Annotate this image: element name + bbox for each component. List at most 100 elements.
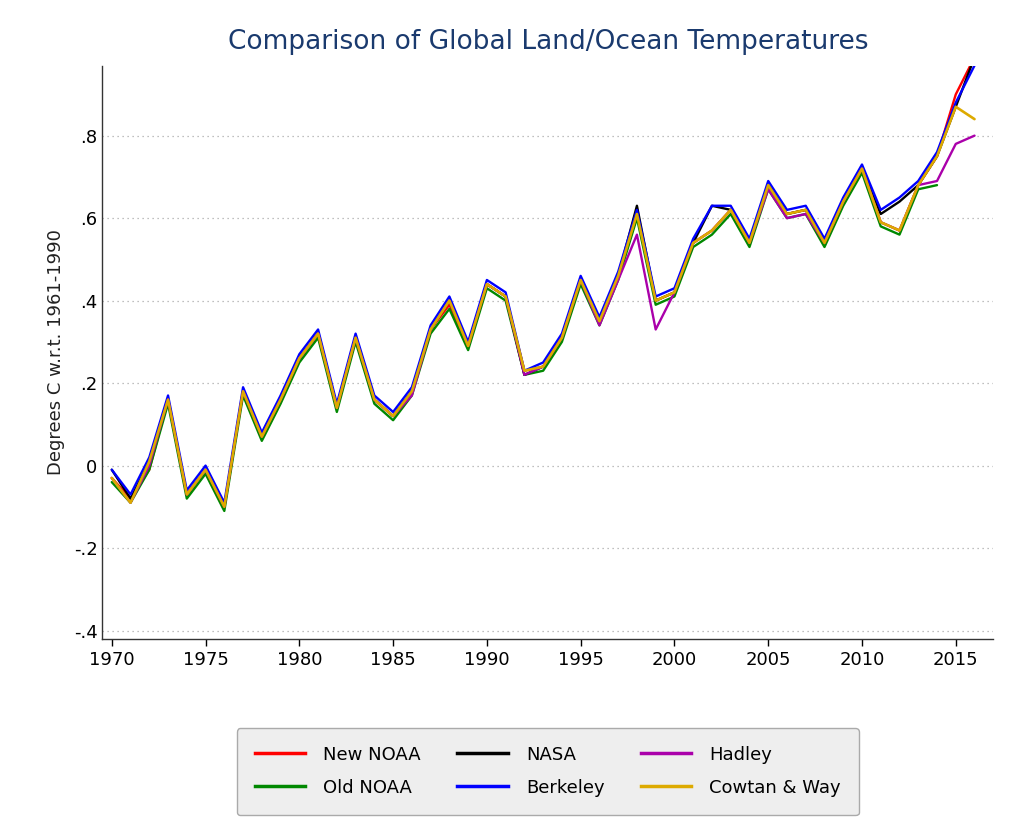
- Cowtan & Way: [556, 333, 568, 342]
- Hadley: [818, 238, 830, 248]
- NASA: [743, 238, 756, 248]
- Berkeley: [462, 337, 474, 346]
- NASA: [274, 395, 287, 405]
- Cowtan & Way: [143, 456, 156, 466]
- NASA: [180, 490, 193, 500]
- NASA: [500, 292, 512, 301]
- NASA: [949, 102, 962, 111]
- Old NOAA: [837, 201, 849, 210]
- Old NOAA: [818, 242, 830, 252]
- Hadley: [612, 275, 625, 285]
- Berkeley: [612, 267, 625, 277]
- New NOAA: [537, 362, 549, 372]
- Old NOAA: [443, 304, 456, 314]
- New NOAA: [143, 465, 156, 475]
- Hadley: [500, 292, 512, 301]
- New NOAA: [406, 387, 418, 396]
- Berkeley: [818, 234, 830, 244]
- Cowtan & Way: [574, 275, 587, 285]
- Hadley: [462, 341, 474, 351]
- Berkeley: [969, 61, 981, 70]
- NASA: [518, 370, 530, 380]
- NASA: [293, 354, 305, 364]
- NASA: [818, 238, 830, 248]
- Cowtan & Way: [949, 102, 962, 111]
- Hadley: [312, 328, 325, 338]
- Old NOAA: [369, 399, 381, 409]
- Hadley: [874, 217, 887, 227]
- New NOAA: [874, 217, 887, 227]
- Cowtan & Way: [331, 403, 343, 413]
- NASA: [669, 287, 681, 297]
- Cowtan & Way: [818, 238, 830, 248]
- Hadley: [124, 498, 136, 508]
- NASA: [162, 395, 174, 405]
- Old NOAA: [480, 283, 493, 293]
- NASA: [593, 316, 605, 326]
- Hadley: [931, 176, 943, 186]
- Hadley: [800, 209, 812, 219]
- Berkeley: [293, 350, 305, 360]
- Hadley: [762, 184, 774, 194]
- Hadley: [143, 460, 156, 470]
- Cowtan & Way: [349, 333, 361, 342]
- Old NOAA: [349, 337, 361, 346]
- Old NOAA: [180, 494, 193, 504]
- Cowtan & Way: [293, 354, 305, 364]
- Cowtan & Way: [180, 490, 193, 500]
- Berkeley: [631, 205, 643, 215]
- New NOAA: [931, 152, 943, 161]
- Cowtan & Way: [387, 411, 399, 421]
- New NOAA: [593, 316, 605, 326]
- New NOAA: [949, 89, 962, 99]
- NASA: [800, 205, 812, 215]
- Old NOAA: [406, 391, 418, 400]
- Old NOAA: [800, 209, 812, 219]
- Hadley: [893, 225, 905, 235]
- New NOAA: [612, 271, 625, 281]
- Old NOAA: [931, 180, 943, 190]
- New NOAA: [687, 238, 699, 248]
- Cowtan & Way: [687, 238, 699, 248]
- Old NOAA: [200, 469, 212, 479]
- New NOAA: [443, 300, 456, 310]
- Berkeley: [669, 283, 681, 293]
- Berkeley: [574, 271, 587, 281]
- Cowtan & Way: [537, 362, 549, 372]
- Old NOAA: [706, 229, 718, 239]
- NASA: [331, 403, 343, 413]
- Berkeley: [331, 399, 343, 409]
- Old NOAA: [237, 391, 249, 400]
- Line: NASA: NASA: [112, 57, 975, 507]
- Berkeley: [200, 460, 212, 470]
- NASA: [856, 164, 868, 174]
- New NOAA: [312, 328, 325, 338]
- Cowtan & Way: [837, 197, 849, 206]
- Berkeley: [649, 292, 662, 301]
- New NOAA: [856, 164, 868, 174]
- Berkeley: [425, 320, 437, 330]
- Old NOAA: [500, 296, 512, 305]
- New NOAA: [218, 502, 230, 512]
- Berkeley: [537, 358, 549, 368]
- Hadley: [162, 395, 174, 405]
- Cowtan & Way: [500, 292, 512, 301]
- Cowtan & Way: [725, 205, 737, 215]
- Berkeley: [874, 205, 887, 215]
- Berkeley: [143, 452, 156, 462]
- Berkeley: [237, 382, 249, 392]
- Berkeley: [162, 391, 174, 400]
- Hadley: [218, 502, 230, 512]
- Old NOAA: [631, 213, 643, 223]
- NASA: [387, 411, 399, 421]
- New NOAA: [105, 473, 118, 483]
- NASA: [462, 341, 474, 351]
- New NOAA: [237, 387, 249, 396]
- Hadley: [443, 296, 456, 305]
- Cowtan & Way: [256, 432, 268, 441]
- Cowtan & Way: [669, 287, 681, 297]
- New NOAA: [274, 395, 287, 405]
- Cowtan & Way: [406, 387, 418, 396]
- Old NOAA: [593, 320, 605, 330]
- Berkeley: [312, 324, 325, 334]
